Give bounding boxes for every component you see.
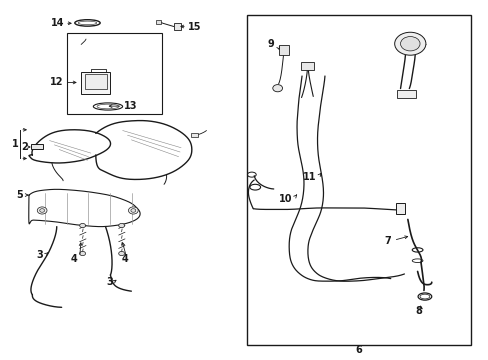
Text: 9: 9 <box>267 40 274 49</box>
Circle shape <box>40 209 44 212</box>
Bar <box>278 45 289 55</box>
Text: 15: 15 <box>187 22 201 32</box>
Text: 4: 4 <box>71 254 78 264</box>
Bar <box>81 72 110 94</box>
Text: 3: 3 <box>106 277 113 287</box>
Text: 3: 3 <box>37 250 43 260</box>
Circle shape <box>80 224 85 228</box>
Bar <box>156 20 160 24</box>
Text: 7: 7 <box>383 236 390 246</box>
Circle shape <box>400 37 419 51</box>
Text: 8: 8 <box>415 306 422 316</box>
Circle shape <box>131 209 136 212</box>
Circle shape <box>394 32 425 55</box>
Text: 11: 11 <box>303 172 316 182</box>
Text: 2: 2 <box>20 142 27 152</box>
Text: 14: 14 <box>50 18 64 28</box>
Bar <box>396 90 415 98</box>
Text: 6: 6 <box>355 345 362 355</box>
Text: 10: 10 <box>278 194 292 204</box>
Text: 1: 1 <box>12 139 18 149</box>
Text: 5: 5 <box>16 190 22 200</box>
Bar <box>190 133 197 137</box>
Circle shape <box>128 207 138 214</box>
Circle shape <box>119 224 124 228</box>
Text: 4: 4 <box>122 254 128 264</box>
Text: 13: 13 <box>123 101 137 111</box>
Bar <box>31 144 43 149</box>
Bar <box>84 74 106 89</box>
Bar <box>395 203 405 214</box>
Bar <box>300 62 314 69</box>
Circle shape <box>37 207 47 214</box>
Bar <box>246 15 470 345</box>
Circle shape <box>272 85 282 92</box>
Circle shape <box>119 251 124 256</box>
Circle shape <box>80 251 85 256</box>
Bar <box>173 23 180 30</box>
Bar <box>66 33 161 114</box>
Text: 12: 12 <box>49 77 63 87</box>
